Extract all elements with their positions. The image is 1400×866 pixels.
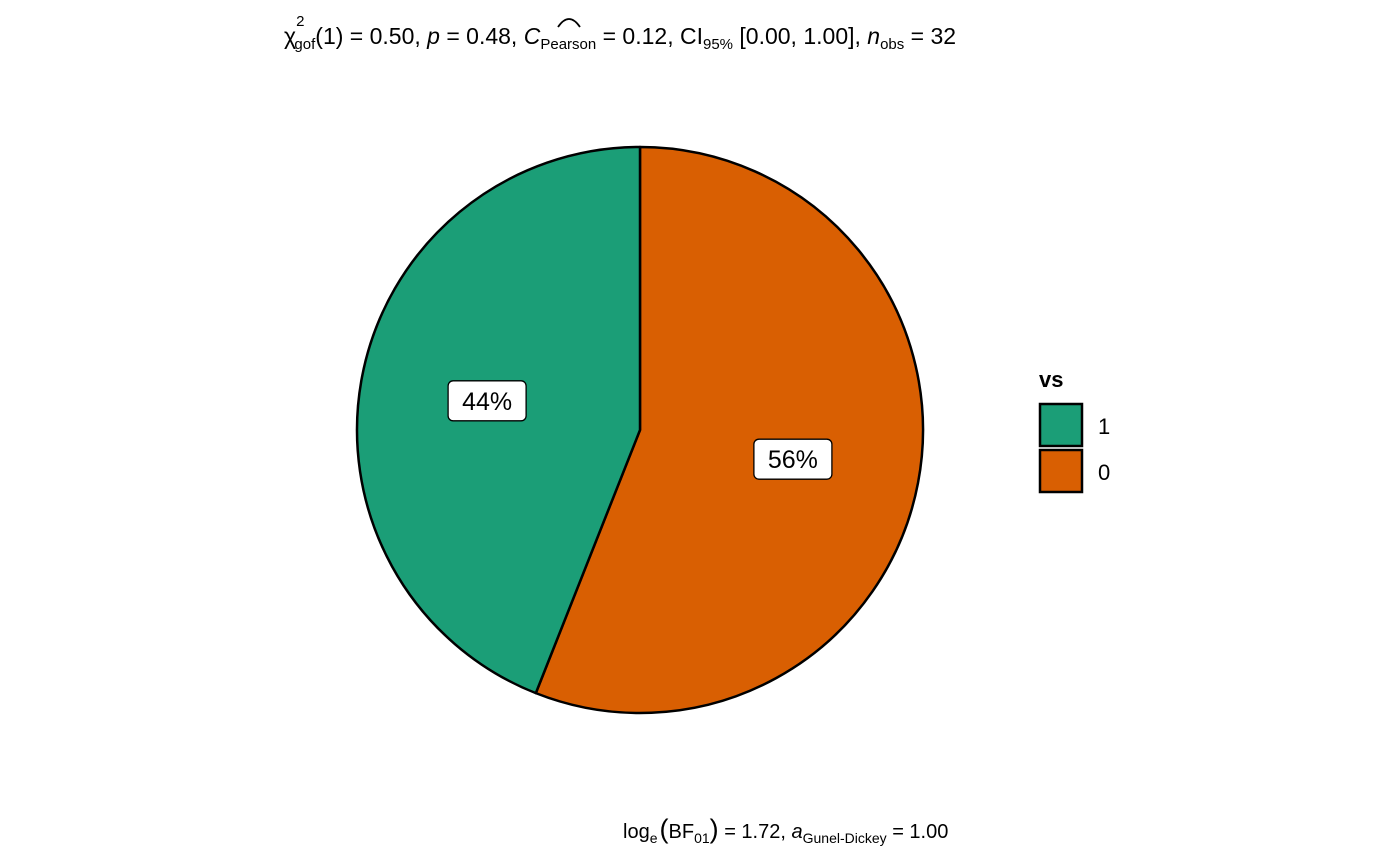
caption-a-sub: Gunel-Dickey (803, 830, 887, 846)
legend-label-1: 1 (1098, 414, 1110, 439)
caption-paren-close: ) (710, 814, 719, 844)
legend-items: 10 (1038, 402, 1110, 494)
caption-bf-sub: 01 (694, 830, 710, 846)
caption-part2: = 1.00 (887, 821, 949, 843)
subtitle-n-symbol: n (867, 23, 880, 49)
slice-label-box (753, 438, 833, 480)
subtitle-part5: = 32 (904, 23, 956, 49)
subtitle-part4: [0.00, 1.00], (733, 23, 867, 49)
subtitle-c-symbol: C (524, 23, 541, 49)
slice-label-text: 44% (462, 388, 512, 416)
chart-caption: loge(BF01) = 1.72, aGunel-Dickey = 1.00 (623, 814, 948, 846)
subtitle-chi-symbol: χ (284, 23, 296, 49)
subtitle-n-sub: obs (880, 36, 904, 53)
legend-key-1 (1038, 402, 1084, 448)
subtitle-p-symbol: p (426, 23, 440, 49)
chart-subtitle: χ2 gof(1) = 0.50, p = 0.48, CPearson = 0.… (284, 13, 956, 53)
legend-title: vs (1039, 367, 1063, 392)
caption-bf: BF (669, 821, 695, 843)
caption-log: log (623, 821, 650, 843)
pie-labels: 56% 44% (447, 380, 833, 480)
legend-label-0: 0 (1098, 460, 1110, 485)
subtitle-part3: = 0.12, CI (596, 23, 703, 49)
subtitle-c-sub: Pearson (540, 36, 596, 53)
subtitle-ci-sub: 95% (703, 36, 733, 53)
subtitle-part2: = 0.48, (440, 23, 524, 49)
legend: vs 10 (1038, 367, 1110, 494)
caption-log-sub: e (650, 830, 658, 846)
caption-paren-open: ( (660, 814, 669, 844)
legend-key-0 (1038, 448, 1084, 494)
slice-label-0: 56% (753, 438, 833, 480)
subtitle-chi-sup: 2 (296, 13, 304, 30)
subtitle-c-hat (557, 18, 581, 28)
slice-label-box (447, 380, 527, 422)
caption-part1: = 1.72, (719, 821, 792, 843)
caption-a-symbol: a (791, 821, 802, 843)
subtitle-part1: (1) = 0.50, (315, 23, 427, 49)
slice-label-1: 44% (447, 380, 527, 422)
slice-label-text: 56% (768, 446, 818, 474)
pie-slices (355, 145, 925, 715)
pie-slice-0 (534, 145, 925, 715)
subtitle-chi-sub: gof (294, 36, 316, 53)
